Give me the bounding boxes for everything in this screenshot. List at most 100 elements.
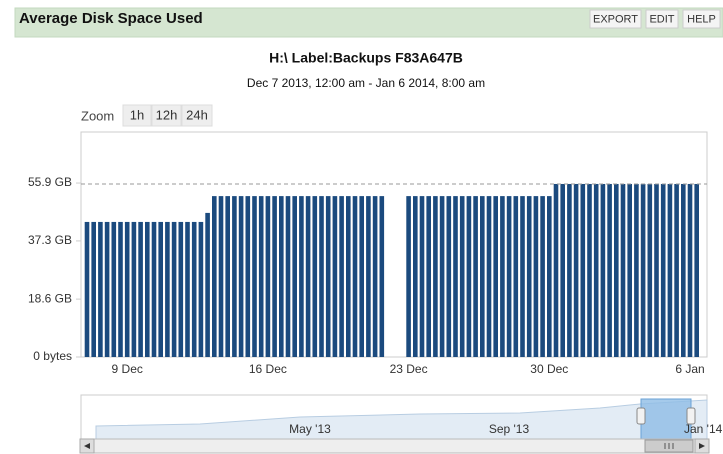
bar <box>366 196 371 357</box>
bar <box>640 183 646 357</box>
bar <box>359 196 364 357</box>
zoom-1h-label: 1h <box>130 107 144 122</box>
navigator: May '13 Sep '13 Jan '14 <box>80 394 723 440</box>
bar <box>312 196 318 357</box>
navigator-window[interactable] <box>640 398 692 440</box>
header-buttons: EXPORT EDIT HELP <box>589 9 721 29</box>
scrollbar <box>79 438 710 454</box>
bar <box>232 196 237 357</box>
bar <box>285 196 291 357</box>
bar <box>500 196 505 357</box>
x-tick-label: 30 Dec <box>530 362 568 376</box>
bar <box>191 221 197 357</box>
bar <box>647 183 653 357</box>
bar <box>158 221 163 357</box>
scrollbar-track[interactable] <box>79 438 710 454</box>
bar <box>694 183 699 357</box>
zoom-label: Zoom <box>81 108 114 123</box>
help-button[interactable] <box>682 9 721 29</box>
bar <box>446 196 452 357</box>
zoom-12h[interactable] <box>151 104 182 127</box>
bar <box>573 183 579 357</box>
bar <box>124 221 130 357</box>
bar <box>325 196 331 357</box>
bar <box>486 196 492 357</box>
bar <box>84 221 90 357</box>
bar <box>513 196 519 357</box>
bar <box>225 196 230 357</box>
bar <box>292 196 297 357</box>
plot-frame <box>80 131 708 358</box>
bar <box>406 196 411 357</box>
bar <box>526 196 532 357</box>
bar <box>413 196 418 357</box>
bar <box>165 221 170 357</box>
x-tick-label: 23 Dec <box>390 362 428 376</box>
zoom-12h-label: 12h <box>156 107 178 122</box>
plot: 0 bytes 18.6 GB 37.3 GB 55.9 GB 9 Dec 16 Dec 2… <box>28 175 707 376</box>
chart-subtitle: Dec 7 2013, 12:00 am - Jan 6 2014, 8:00 … <box>247 76 485 90</box>
bar <box>212 196 217 357</box>
navigator-label: May '13 <box>289 422 331 436</box>
bar <box>258 196 264 357</box>
bar <box>634 183 639 357</box>
bar <box>614 183 619 357</box>
navigator-handle-right[interactable] <box>686 407 696 425</box>
bar <box>178 221 184 357</box>
bar <box>560 183 565 357</box>
bar <box>265 196 271 357</box>
bar <box>419 196 425 357</box>
y-tick-label: 55.9 GB <box>28 175 72 189</box>
bar <box>540 196 545 357</box>
bar <box>654 183 659 357</box>
bar <box>279 196 284 357</box>
bar <box>426 196 431 357</box>
bar <box>372 196 378 357</box>
x-tick-label: 9 Dec <box>112 362 143 376</box>
edit-button[interactable] <box>645 9 679 29</box>
edit-label: EDIT <box>649 13 674 25</box>
x-tick-label: 16 Dec <box>249 362 287 376</box>
bar <box>607 183 612 357</box>
bar <box>627 183 632 357</box>
scroll-grip <box>664 443 674 449</box>
bar <box>104 221 110 357</box>
bar <box>198 221 204 357</box>
bar <box>493 196 498 357</box>
bar <box>339 196 344 357</box>
bar <box>171 221 177 357</box>
bar <box>587 183 592 357</box>
bar <box>91 221 96 357</box>
bar <box>480 196 485 357</box>
bar <box>299 196 304 357</box>
bar <box>272 196 277 357</box>
bar <box>600 183 606 357</box>
bar <box>205 212 210 357</box>
bar <box>332 196 338 357</box>
bar <box>252 196 257 357</box>
bar <box>533 196 539 357</box>
bar <box>346 196 351 357</box>
bar <box>674 183 679 357</box>
bar <box>151 221 157 357</box>
bar <box>580 183 586 357</box>
bar <box>567 183 572 357</box>
zoom-24h[interactable] <box>181 104 213 127</box>
bar <box>238 196 244 357</box>
bar <box>305 196 311 357</box>
bar <box>352 196 358 357</box>
bar <box>319 196 324 357</box>
bar <box>466 196 472 357</box>
zoom-1h[interactable] <box>122 104 152 127</box>
bar <box>379 196 385 357</box>
bar <box>439 196 445 357</box>
bar <box>218 196 224 357</box>
bar <box>98 221 103 357</box>
bar <box>245 196 251 357</box>
export-label: EXPORT <box>593 13 638 25</box>
export-button[interactable] <box>589 9 642 29</box>
navigator-label: Jan '14 <box>684 422 723 436</box>
bar <box>660 183 666 357</box>
navigator-handle-left[interactable] <box>636 407 646 425</box>
